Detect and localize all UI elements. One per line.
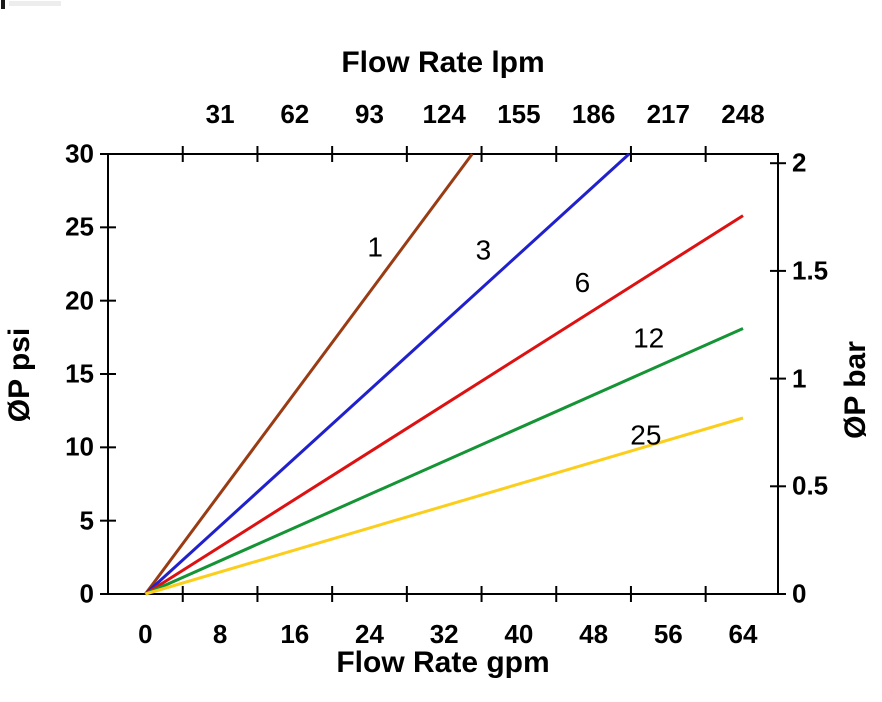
right-tick-label-0: 0: [792, 578, 807, 609]
left-tick-label-5: 5: [79, 505, 94, 536]
left-tick-label-10: 10: [65, 431, 94, 462]
bottom-tick-label-64: 64: [728, 619, 758, 649]
top-tick-label-93: 93: [355, 99, 384, 129]
bottom-tick-label-32: 32: [429, 619, 459, 649]
top-tick-label-124: 124: [422, 99, 466, 129]
series-label-6: 6: [575, 267, 591, 298]
bottom-tick-label-8: 8: [212, 619, 228, 649]
bottom-tick-label-0: 0: [138, 619, 153, 649]
left-tick-label-15: 15: [65, 358, 94, 389]
corner-artifact-smudge: [9, 1, 61, 6]
series-line-6: [144, 214, 744, 596]
series-line-12: [144, 327, 744, 596]
top-tick-label-248: 248: [721, 99, 765, 129]
series-label-3: 3: [476, 235, 492, 266]
series-label-1: 1: [367, 232, 383, 263]
top-tick-label-217: 217: [646, 99, 690, 129]
left-tick-label-20: 20: [65, 285, 94, 316]
left-tick-label-30: 30: [65, 138, 94, 169]
top-axis-title: Flow Rate lpm: [341, 46, 545, 79]
top-tick-label-186: 186: [571, 99, 616, 129]
series-label-25: 25: [630, 419, 661, 450]
series-line-25: [144, 416, 744, 596]
series-label-12: 12: [633, 323, 664, 354]
bottom-tick-label-56: 56: [653, 619, 683, 649]
bottom-tick-label-16: 16: [280, 619, 310, 649]
top-tick-label-31: 31: [205, 99, 235, 129]
bottom-axis-title: Flow Rate gpm: [336, 646, 550, 679]
left-axis-title: ØP psi: [3, 327, 36, 423]
right-tick-label-2: 2: [792, 147, 807, 178]
top-tick-label-62: 62: [280, 99, 310, 129]
bottom-tick-label-40: 40: [504, 619, 534, 649]
bottom-tick-label-24: 24: [355, 619, 384, 649]
series-line-3: [144, 152, 631, 596]
right-tick-label-0.5: 0.5: [792, 470, 829, 501]
right-axis-title: ØP bar: [839, 341, 872, 439]
right-tick-label-1.5: 1.5: [792, 255, 829, 286]
left-tick-label-0: 0: [79, 578, 94, 609]
corner-artifact-mark: [1, 0, 5, 9]
left-tick-label-25: 25: [65, 211, 94, 242]
plot-frame: [107, 153, 779, 595]
bottom-tick-label-48: 48: [579, 619, 609, 649]
series-line-1: [144, 153, 474, 595]
top-tick-label-155: 155: [497, 99, 541, 129]
right-tick-label-1: 1: [792, 363, 807, 394]
